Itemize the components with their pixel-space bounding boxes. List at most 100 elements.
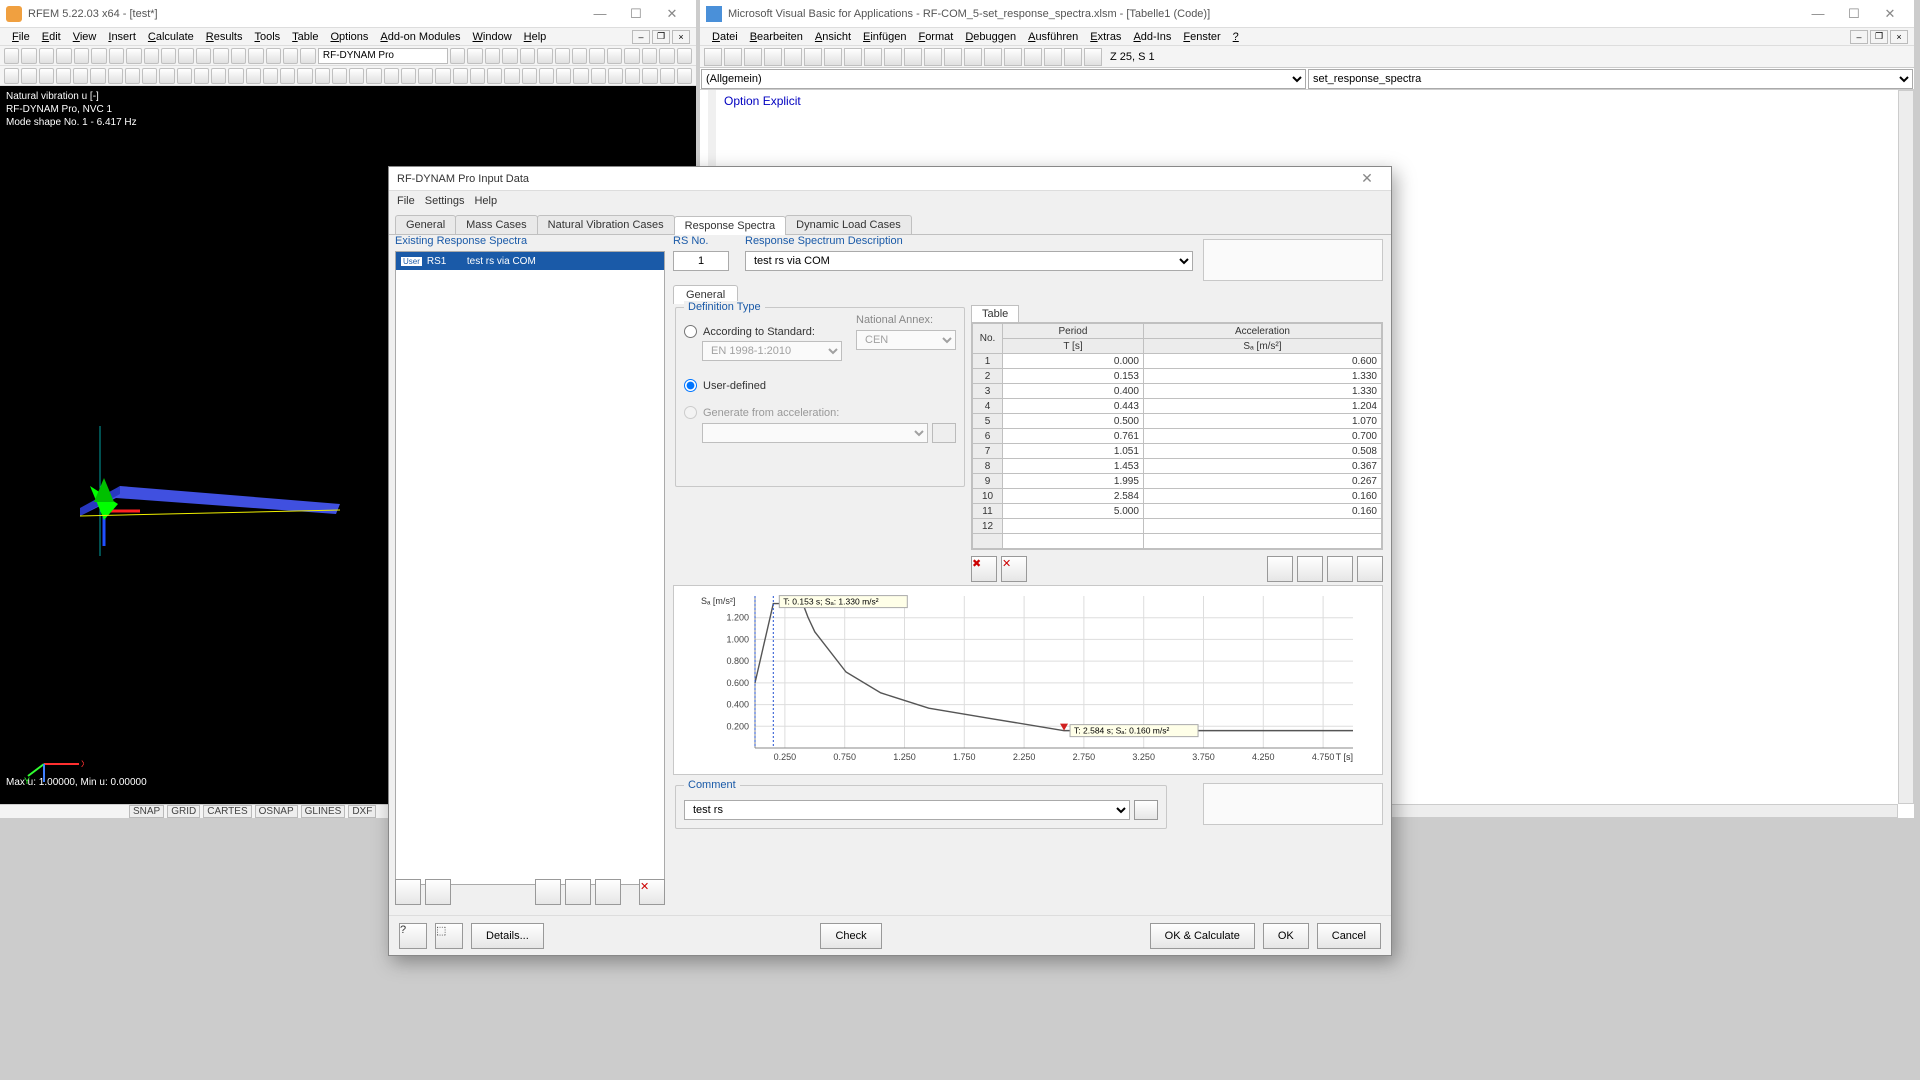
toolbar-button[interactable] bbox=[108, 68, 123, 84]
toolbar-button[interactable] bbox=[161, 48, 176, 64]
copy-icon[interactable] bbox=[425, 879, 451, 905]
toolbar-button[interactable] bbox=[1084, 48, 1102, 66]
menu-add-ins[interactable]: Add-Ins bbox=[1129, 31, 1175, 43]
menu-options[interactable]: Options bbox=[326, 31, 372, 43]
radio-user[interactable]: User-defined bbox=[684, 379, 956, 392]
menu-bearbeiten[interactable]: Bearbeiten bbox=[746, 31, 807, 43]
toolbar-button[interactable] bbox=[625, 68, 640, 84]
toolbar-button[interactable] bbox=[764, 48, 782, 66]
delete-icon[interactable]: ✕ bbox=[639, 879, 665, 905]
cancel-button[interactable]: Cancel bbox=[1317, 923, 1381, 949]
toolbar-button[interactable] bbox=[4, 48, 19, 64]
toolbar-button[interactable] bbox=[332, 68, 347, 84]
menu-calculate[interactable]: Calculate bbox=[144, 31, 198, 43]
toolbar-button[interactable] bbox=[266, 48, 281, 64]
table-row[interactable]: 20.1531.330 bbox=[973, 369, 1382, 384]
table-row[interactable]: 115.0000.160 bbox=[973, 504, 1382, 519]
toolbar-button[interactable] bbox=[539, 68, 554, 84]
menu-help[interactable]: Help bbox=[520, 31, 551, 43]
toolbar-button[interactable] bbox=[502, 48, 517, 64]
toolbar-button[interactable] bbox=[366, 68, 381, 84]
toolbar-button[interactable] bbox=[522, 68, 537, 84]
rs-desc-input[interactable]: test rs via COM bbox=[745, 251, 1193, 271]
tab-dynamic-load-cases[interactable]: Dynamic Load Cases bbox=[785, 215, 912, 234]
menu-add-on-modules[interactable]: Add-on Modules bbox=[376, 31, 464, 43]
status-cartes[interactable]: CARTES bbox=[203, 805, 251, 818]
toolbar-button[interactable] bbox=[864, 48, 882, 66]
toolbar-button[interactable] bbox=[824, 48, 842, 66]
toolbar-button[interactable] bbox=[573, 68, 588, 84]
toolbar-button[interactable] bbox=[844, 48, 862, 66]
toolbar-button[interactable] bbox=[453, 68, 468, 84]
toolbar-button[interactable] bbox=[280, 68, 295, 84]
new-icon[interactable] bbox=[395, 879, 421, 905]
status-glines[interactable]: GLINES bbox=[301, 805, 346, 818]
menu-extras[interactable]: Extras bbox=[1086, 31, 1125, 43]
menu-ausführen[interactable]: Ausführen bbox=[1024, 31, 1082, 43]
radio-standard-input[interactable] bbox=[684, 325, 697, 338]
toolbar-button[interactable] bbox=[556, 68, 571, 84]
table-row[interactable]: 50.5001.070 bbox=[973, 414, 1382, 429]
toolbar-button[interactable] bbox=[704, 48, 722, 66]
table-row[interactable]: 12 bbox=[973, 519, 1382, 534]
status-grid[interactable]: GRID bbox=[167, 805, 200, 818]
toolbar-button[interactable] bbox=[924, 48, 942, 66]
mdi-min-icon[interactable]: – bbox=[632, 30, 650, 44]
toolbar-button[interactable] bbox=[39, 68, 54, 84]
toolbar-button[interactable] bbox=[804, 48, 822, 66]
toolbar-button[interactable] bbox=[642, 68, 657, 84]
tab-general[interactable]: General bbox=[395, 215, 456, 234]
menu-format[interactable]: Format bbox=[914, 31, 957, 43]
toolbar-button[interactable] bbox=[144, 48, 159, 64]
toolbar-button[interactable] bbox=[944, 48, 962, 66]
toolbar-button[interactable] bbox=[74, 48, 89, 64]
toolbar-button[interactable] bbox=[520, 48, 535, 64]
toolbar-button[interactable] bbox=[1004, 48, 1022, 66]
toolbar-button[interactable] bbox=[21, 68, 36, 84]
toolbar-button[interactable] bbox=[435, 68, 450, 84]
mdi-close-icon[interactable]: × bbox=[672, 30, 690, 44]
toolbar-button[interactable] bbox=[56, 68, 71, 84]
comment-input[interactable]: test rs bbox=[684, 800, 1130, 820]
toolbar-button[interactable] bbox=[1044, 48, 1062, 66]
status-osnap[interactable]: OSNAP bbox=[255, 805, 298, 818]
toolbar-button[interactable] bbox=[349, 68, 364, 84]
toolbar-button[interactable] bbox=[246, 68, 261, 84]
excel-import-icon[interactable] bbox=[1327, 556, 1353, 582]
toolbar-button[interactable] bbox=[109, 48, 124, 64]
table-tab[interactable]: Table bbox=[971, 305, 1019, 322]
toolbar-button[interactable] bbox=[624, 48, 639, 64]
tab-natural-vibration-cases[interactable]: Natural Vibration Cases bbox=[537, 215, 675, 234]
toolbar-button[interactable] bbox=[677, 68, 692, 84]
details-button[interactable]: Details... bbox=[471, 923, 544, 949]
dialog-titlebar[interactable]: RF-DYNAM Pro Input Data ✕ bbox=[389, 167, 1391, 191]
list-item[interactable]: User RS1 test rs via COM bbox=[396, 252, 664, 270]
menu-ansicht[interactable]: Ansicht bbox=[811, 31, 855, 43]
module-select[interactable] bbox=[318, 48, 448, 64]
minimize-icon[interactable]: — bbox=[1800, 4, 1836, 24]
status-dxf[interactable]: DXF bbox=[348, 805, 376, 818]
toolbar-button[interactable] bbox=[142, 68, 157, 84]
row-delete-icon[interactable]: ✖ bbox=[971, 556, 997, 582]
toolbar-button[interactable] bbox=[450, 48, 465, 64]
ok-button[interactable]: OK bbox=[1263, 923, 1309, 949]
toolbar-button[interactable] bbox=[591, 68, 606, 84]
toolbar-button[interactable] bbox=[73, 68, 88, 84]
menu-file[interactable]: File bbox=[397, 195, 415, 207]
comment-browse-icon[interactable] bbox=[1134, 800, 1158, 820]
toolbar-button[interactable] bbox=[90, 68, 105, 84]
excel-export-icon[interactable] bbox=[1357, 556, 1383, 582]
toolbar-button[interactable] bbox=[213, 48, 228, 64]
toolbar-button[interactable] bbox=[724, 48, 742, 66]
units-icon[interactable]: ⬚ bbox=[435, 923, 463, 949]
radio-user-input[interactable] bbox=[684, 379, 697, 392]
mdi-restore-icon[interactable]: ❐ bbox=[1870, 30, 1888, 44]
close-icon[interactable]: ✕ bbox=[1351, 170, 1383, 187]
row-clear-icon[interactable]: ✕ bbox=[1001, 556, 1027, 582]
toolbar-button[interactable] bbox=[228, 68, 243, 84]
toolbar-button[interactable] bbox=[1064, 48, 1082, 66]
menu-file[interactable]: File bbox=[8, 31, 34, 43]
toolbar-button[interactable] bbox=[677, 48, 692, 64]
ok-calculate-button[interactable]: OK & Calculate bbox=[1150, 923, 1255, 949]
toolbar-button[interactable] bbox=[263, 68, 278, 84]
